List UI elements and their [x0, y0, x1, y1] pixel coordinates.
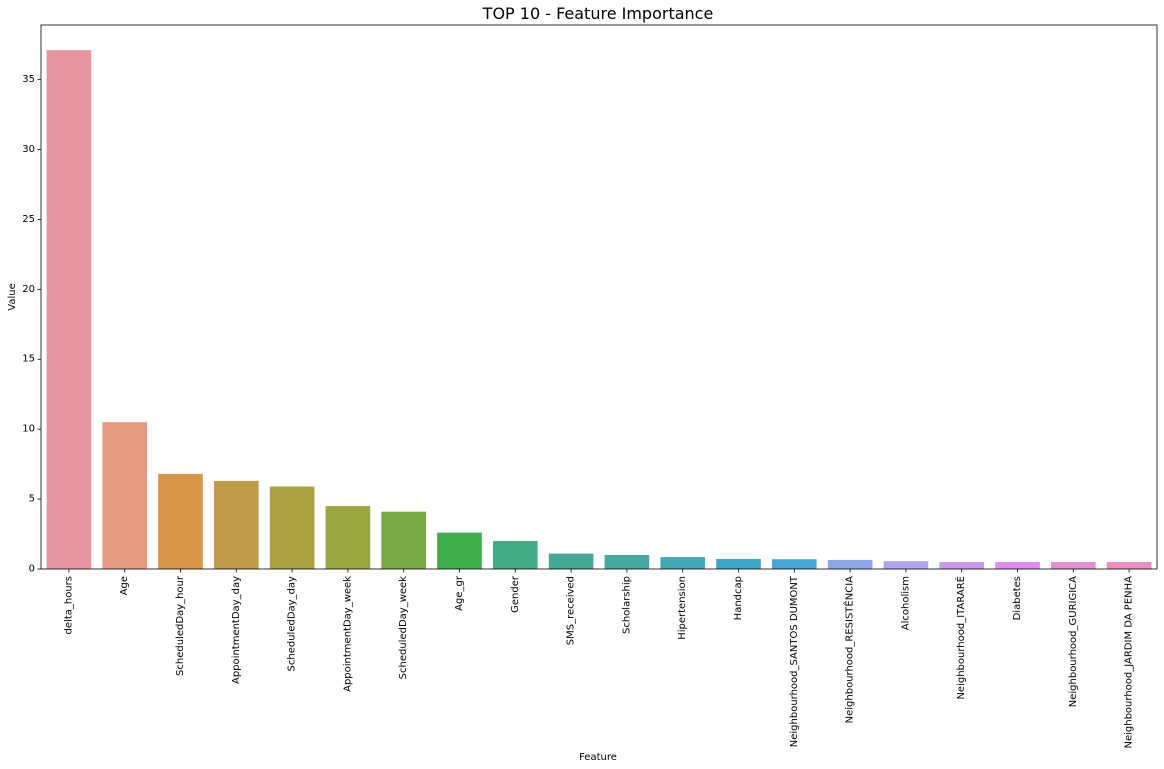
- x-tick-label: Hipertension: [677, 576, 688, 640]
- x-tick-label: Diabetes: [1012, 576, 1023, 620]
- y-axis-label: Value: [7, 283, 18, 310]
- x-tick-label: Age: [119, 576, 130, 595]
- x-tick-label: ScheduledDay_week: [398, 576, 409, 680]
- x-axis-ticks: delta_hours Age ScheduledDay_hour Appointme…: [63, 569, 1135, 749]
- x-tick-label: Alcoholism: [900, 576, 911, 630]
- x-tick-label: Age_gr: [454, 575, 465, 611]
- y-axis-ticks: 0 5 10 15 20 25 30 35: [22, 74, 41, 575]
- bar-scheduledday-day: [269, 486, 315, 569]
- x-tick-label: Scholarship: [621, 576, 632, 634]
- y-tick-label: 10: [22, 424, 35, 435]
- x-tick-label: Neighbourhood_GURIGICA: [1068, 576, 1079, 707]
- x-tick-label: ScheduledDay_hour: [175, 575, 186, 676]
- bar-neighbourhood-gurigica: [1050, 562, 1096, 569]
- x-tick-label: SMS_received: [566, 576, 577, 645]
- y-tick-label: 5: [29, 494, 35, 505]
- y-tick-label: 25: [22, 214, 35, 225]
- bar-diabetes: [995, 562, 1040, 569]
- x-tick-label: ScheduledDay_day: [287, 576, 298, 672]
- x-tick-label: AppointmentDay_week: [342, 576, 353, 692]
- x-tick-label: Neighbourhood_ITARARÉ: [954, 576, 967, 700]
- bar-neighbourhood-itarar-: [939, 562, 985, 569]
- bar-appointmentday-week: [325, 506, 371, 569]
- x-tick-label: Handcap: [733, 576, 744, 620]
- bar-handcap: [716, 558, 761, 569]
- bar-neighbourhood-resist-ncia: [827, 559, 873, 569]
- x-tick-label: AppointmentDay_day: [231, 576, 242, 684]
- bar-age: [102, 422, 148, 569]
- bar-neighbourhood-jardim-da-penha: [1106, 562, 1152, 569]
- y-tick-label: 35: [22, 74, 35, 85]
- x-tick-label: Neighbourhood_RESISTÊNCIA: [843, 576, 856, 724]
- y-tick-label: 0: [29, 564, 35, 575]
- chart-title: TOP 10 - Feature Importance: [482, 4, 714, 23]
- bar-delta-hours: [46, 50, 92, 569]
- bar-sms-received: [548, 553, 594, 569]
- bar-scheduledday-week: [381, 511, 427, 569]
- y-tick-label: 30: [22, 144, 35, 155]
- bar-scheduledday-hour: [158, 473, 203, 569]
- bar-appointmentday-day: [213, 480, 259, 569]
- x-tick-label: delta_hours: [63, 576, 74, 634]
- x-tick-label: Neighbourhood_JARDIM DA PENHA: [1124, 576, 1135, 749]
- x-axis-label: Feature: [579, 752, 617, 763]
- y-tick-label: 15: [22, 354, 35, 365]
- bar-scholarship: [604, 555, 650, 569]
- bars-group: [46, 50, 1152, 569]
- bar-neighbourhood-santos-dumont: [771, 559, 817, 569]
- bar-alcoholism: [883, 561, 929, 569]
- x-tick-label: Gender: [510, 575, 521, 613]
- x-tick-label: Neighbourhood_SANTOS DUMONT: [789, 575, 800, 747]
- y-tick-label: 20: [22, 284, 35, 295]
- bar-hipertension: [660, 557, 706, 569]
- bar-gender: [492, 541, 538, 569]
- plot-frame: [40, 24, 1158, 570]
- bar-age-gr: [437, 532, 482, 569]
